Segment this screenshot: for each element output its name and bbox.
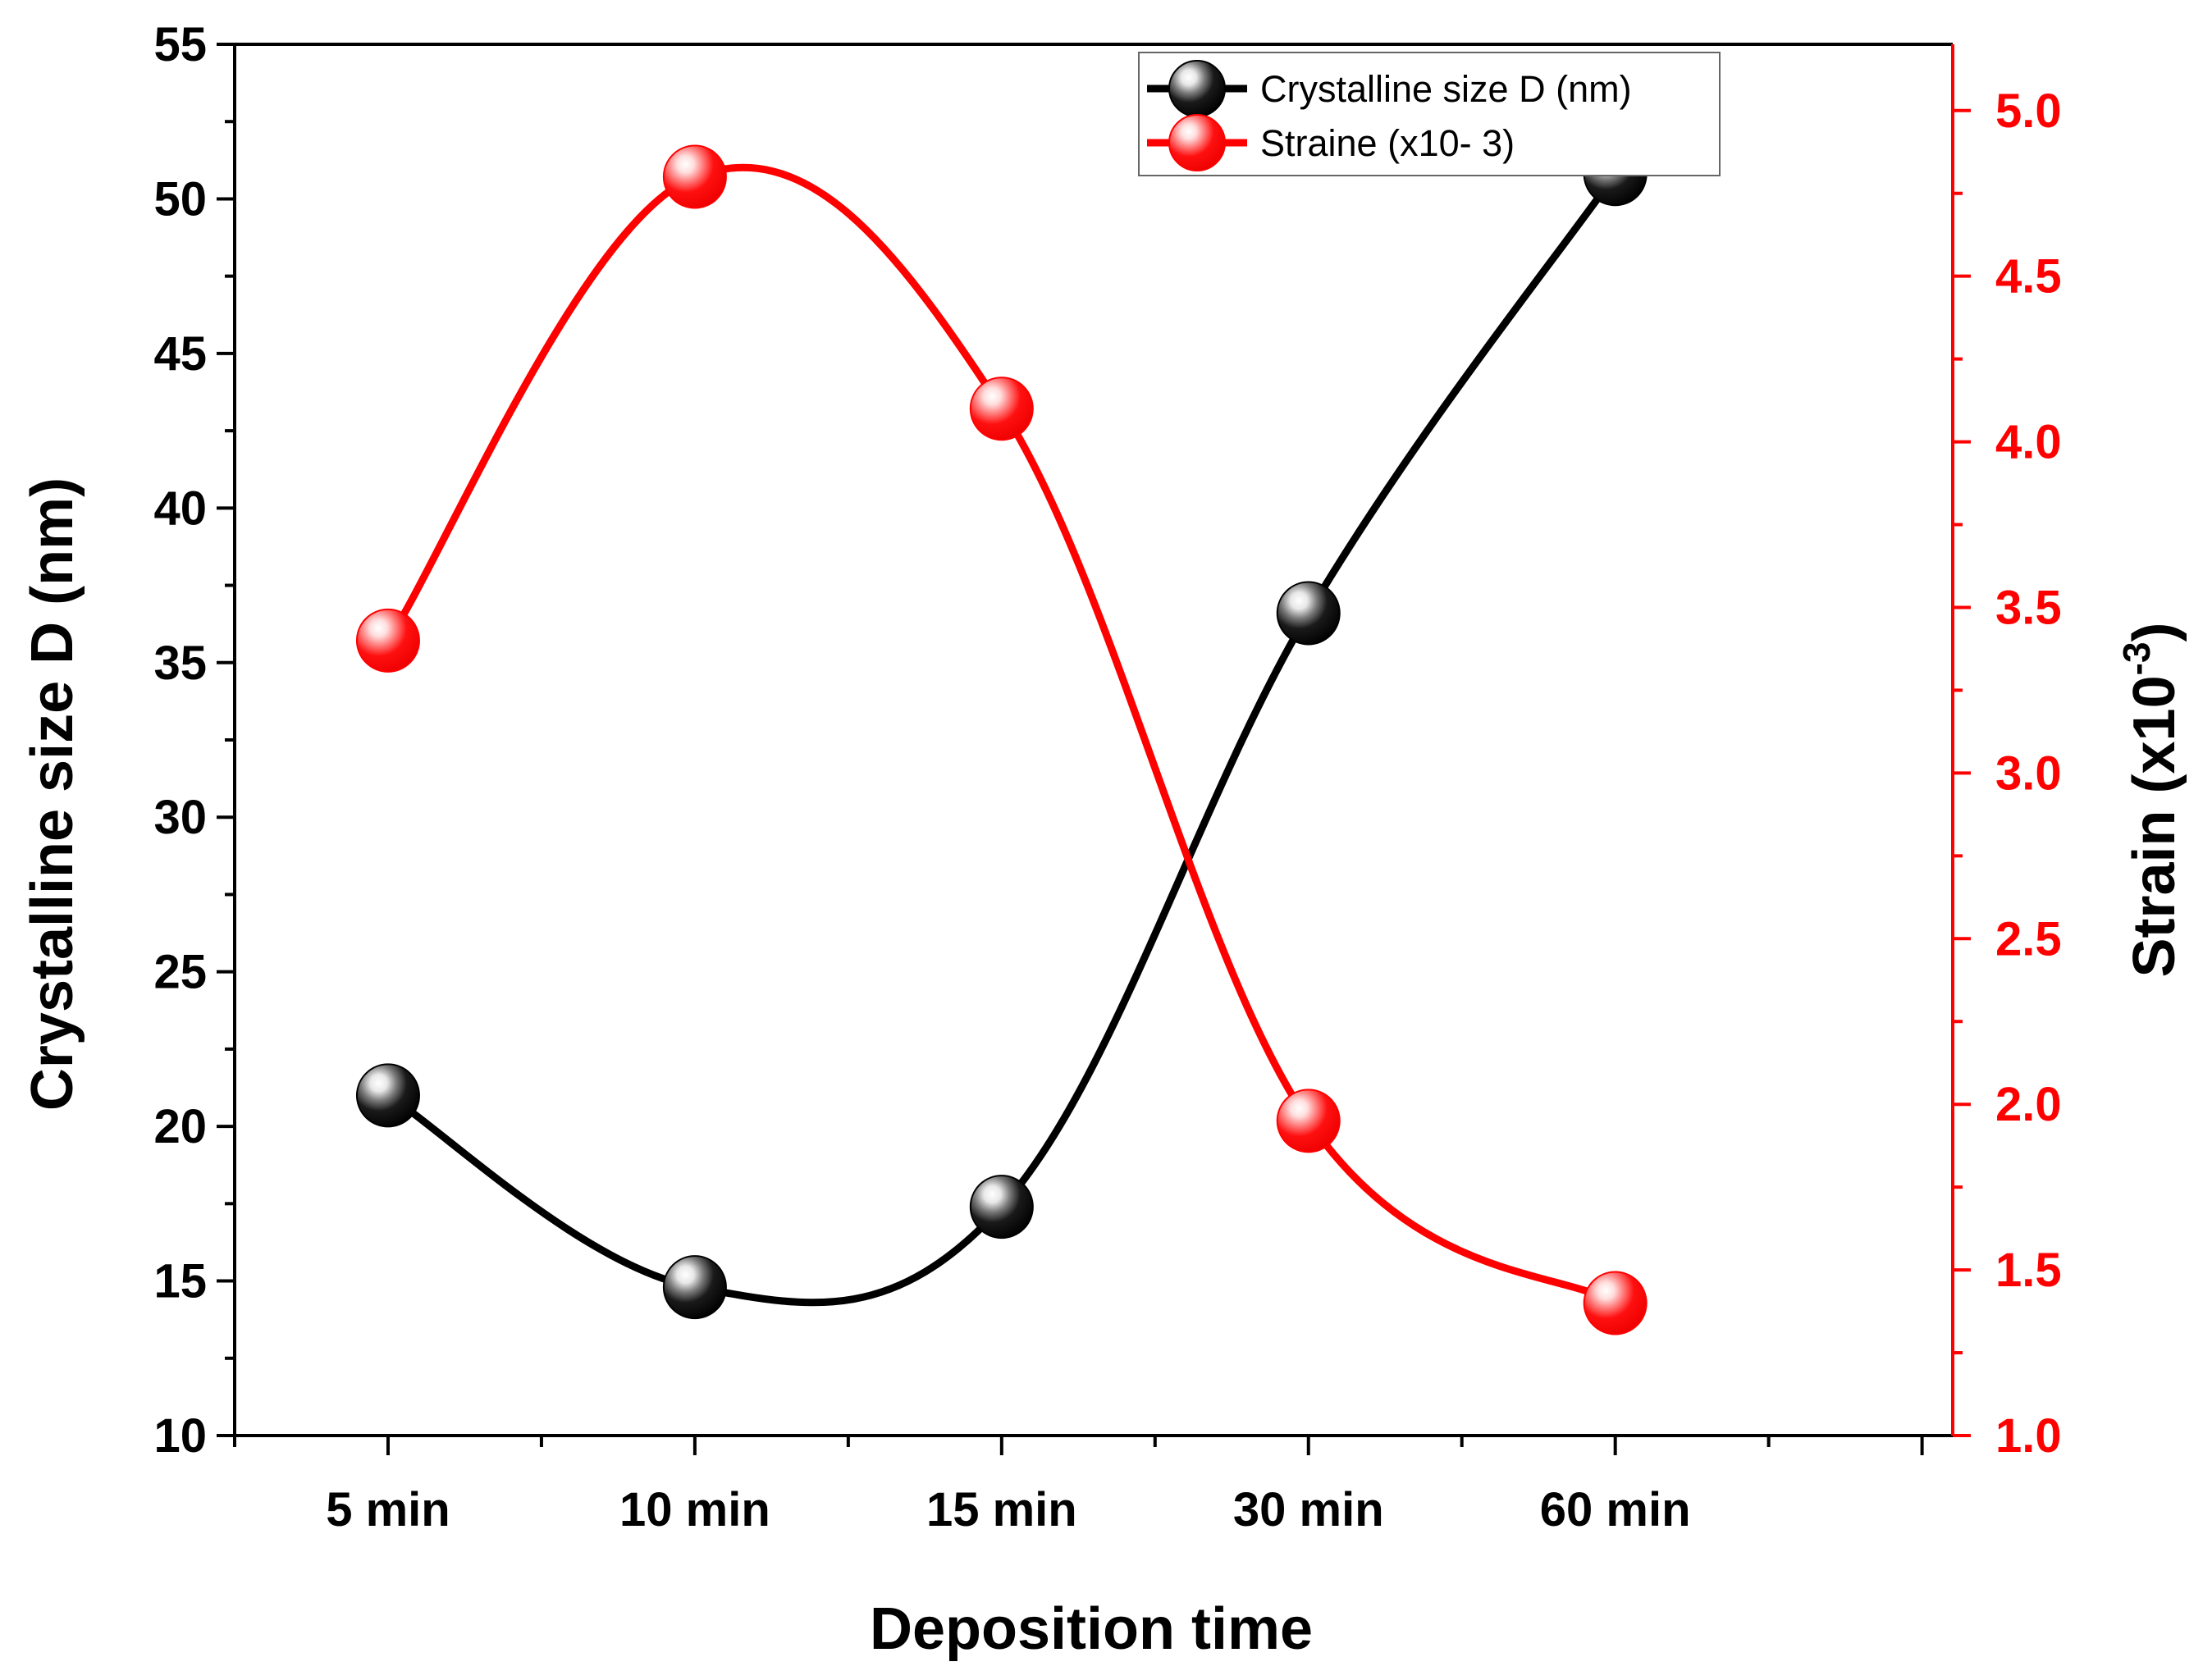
legend-marker xyxy=(1168,60,1226,117)
left-tick-label: 55 xyxy=(153,18,207,71)
x-tick-label: 5 min xyxy=(326,1483,450,1536)
legend: Crystalline size D (nm) Straine (x10- 3) xyxy=(1138,52,1721,176)
x-tick-label: 10 min xyxy=(619,1483,770,1536)
left-tick-label: 30 xyxy=(153,791,207,844)
left-tick-label: 45 xyxy=(153,327,207,381)
legend-entry: Straine (x10- 3) xyxy=(1147,114,1515,171)
legend-entry: Crystalline size D (nm) xyxy=(1147,60,1632,117)
left-tick-label: 10 xyxy=(153,1409,207,1463)
right-y-axis: 1.0 1.5 2.0 2.5 3.0 3.5 4.0 4.5 5.0 xyxy=(1953,84,2062,1463)
legend-label: Straine (x10- 3) xyxy=(1260,122,1515,164)
left-tick-label: 50 xyxy=(153,172,207,226)
data-point xyxy=(1276,1089,1341,1153)
right-y-axis-title-close: ) xyxy=(2122,622,2187,641)
right-tick-label: 2.5 xyxy=(1995,912,2062,966)
data-point xyxy=(969,1175,1034,1239)
right-tick-label: 1.0 xyxy=(1995,1409,2062,1463)
data-point xyxy=(1583,1271,1648,1335)
left-y-axis: 10 15 20 25 30 35 40 45 50 55 xyxy=(153,18,235,1463)
plot-frame xyxy=(233,43,1954,1437)
legend-label: Crystalline size D (nm) xyxy=(1260,68,1632,110)
right-tick-label: 5.0 xyxy=(1995,84,2062,138)
left-tick-label: 15 xyxy=(153,1255,207,1308)
x-tick-label: 30 min xyxy=(1233,1483,1384,1536)
legend-marker xyxy=(1168,114,1226,171)
x-tick-label: 15 min xyxy=(926,1483,1077,1536)
right-tick-label: 4.5 xyxy=(1995,250,2062,304)
left-y-axis-title: Crystalline size D (nm) xyxy=(20,477,85,1111)
left-tick-label: 20 xyxy=(153,1100,207,1153)
data-point xyxy=(355,608,420,673)
legend-box xyxy=(1138,52,1721,176)
right-tick-label: 3.0 xyxy=(1995,746,2062,800)
right-tick-label: 2.0 xyxy=(1995,1078,2062,1131)
right-y-axis-title: Strain (x10-3) xyxy=(2115,622,2187,977)
right-tick-label: 1.5 xyxy=(1995,1244,2062,1297)
x-axis: 5 min 10 min 15 min 30 min 60 min xyxy=(233,1436,1924,1536)
series-crystalline-size xyxy=(355,142,1648,1320)
x-axis-title: Deposition time xyxy=(870,1596,1313,1662)
data-point xyxy=(355,1063,420,1128)
series-strain xyxy=(355,144,1648,1335)
data-point xyxy=(662,1255,727,1320)
left-tick-label: 40 xyxy=(153,482,207,535)
data-point xyxy=(662,144,727,209)
left-tick-label: 25 xyxy=(153,946,207,999)
series-line xyxy=(384,170,1620,1307)
right-y-axis-title-exponent: -3 xyxy=(2115,641,2158,675)
series-line xyxy=(384,163,1620,1307)
right-y-axis-title-base: Strain (x10 xyxy=(2122,675,2187,977)
x-tick-label: 60 min xyxy=(1540,1483,1691,1536)
right-tick-label: 3.5 xyxy=(1995,581,2062,634)
data-point xyxy=(1276,581,1341,646)
data-point xyxy=(969,377,1034,441)
right-tick-label: 4.0 xyxy=(1995,416,2062,469)
series-layer xyxy=(355,142,1648,1335)
left-tick-label: 35 xyxy=(153,637,207,690)
